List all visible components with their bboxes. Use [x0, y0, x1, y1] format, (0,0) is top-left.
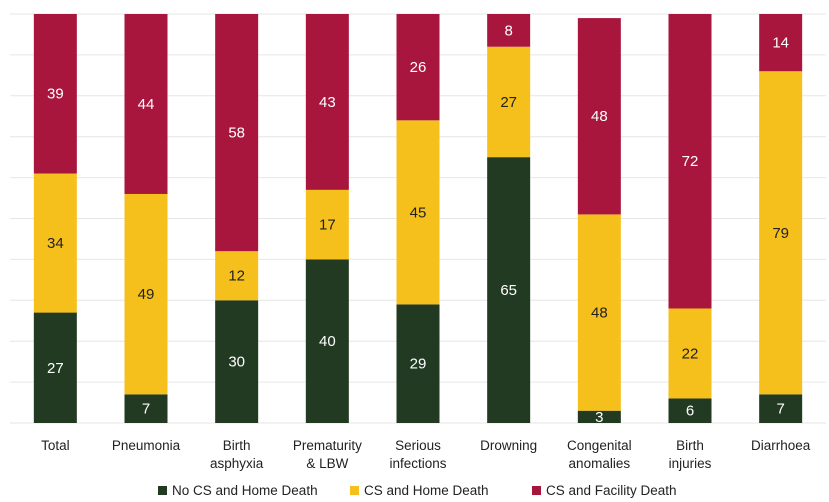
bar-segment [396, 120, 440, 305]
bar-segment [305, 189, 349, 260]
bar-segment [215, 14, 259, 252]
x-axis-tick-labels: Total Pneumonia Birth asphyxia Prematurity & … [41, 438, 811, 471]
data-label: 7 [776, 401, 784, 418]
data-label: 45 [410, 204, 427, 221]
data-label: 26 [410, 59, 427, 76]
x-tick-label: Diarrhoea [751, 438, 811, 453]
bars: 27 34 39 7 49 44 30 12 58 40 17 43 29 45 26 65 27 8 3 48 48 6… [33, 14, 803, 426]
x-tick-label: Total [41, 438, 70, 453]
x-tick-label: Congenital anomalies [567, 438, 632, 471]
legend-label: CS and Home Death [364, 483, 489, 498]
bar-segment [487, 46, 531, 158]
data-label: 22 [682, 345, 699, 362]
data-label: 40 [319, 333, 336, 350]
data-label: 7 [142, 401, 150, 418]
bar-segment [668, 14, 712, 309]
data-label: 72 [682, 153, 699, 170]
legend-label: CS and Facility Death [546, 483, 677, 498]
bar-segment [215, 251, 259, 301]
data-label: 49 [138, 286, 155, 303]
bar-segment [759, 394, 803, 423]
data-label: 34 [47, 235, 64, 252]
data-label: 30 [228, 354, 245, 371]
data-label: 3 [595, 409, 603, 426]
legend-label: No CS and Home Death [172, 483, 318, 498]
data-label: 48 [591, 305, 608, 322]
x-tick-label: Serious infections [389, 438, 446, 471]
data-label: 39 [47, 86, 64, 103]
data-label: 27 [500, 94, 517, 111]
bar-segment [33, 14, 77, 174]
data-label: 6 [686, 403, 694, 420]
bar-segment [668, 308, 712, 399]
bar-segment [215, 300, 259, 423]
bar-segment [577, 410, 621, 423]
bar-segment [305, 259, 349, 423]
bar-segment [487, 157, 531, 423]
data-label: 48 [591, 108, 608, 125]
x-tick-label: Drowning [480, 438, 537, 453]
data-label: 12 [228, 268, 245, 285]
bar-segment [124, 193, 168, 395]
legend-swatch [532, 486, 541, 495]
bar-segment [668, 398, 712, 423]
x-tick-label: Birth asphyxia [210, 438, 264, 471]
bar-segment [33, 173, 77, 313]
bar-segment [396, 304, 440, 423]
bar-segment [759, 14, 803, 72]
data-label: 27 [47, 360, 64, 377]
x-tick-label: Prematurity & LBW [293, 438, 362, 471]
bar-segment [759, 71, 803, 395]
bar-segment [396, 14, 440, 121]
x-tick-label: Pneumonia [112, 438, 181, 453]
legend-swatch [350, 486, 359, 495]
bar-segment [305, 14, 349, 190]
data-label: 65 [500, 282, 517, 299]
bar-segment [487, 14, 531, 47]
legend: No CS and Home Death CS and Home Death CS … [158, 483, 677, 498]
bar-segment [577, 214, 621, 411]
data-label: 44 [138, 96, 155, 113]
bar-segment [124, 394, 168, 423]
data-label: 79 [772, 225, 789, 242]
bar-segment [33, 312, 77, 423]
data-label: 17 [319, 217, 336, 234]
data-label: 8 [504, 22, 512, 39]
data-label: 14 [772, 35, 789, 52]
data-label: 43 [319, 94, 336, 111]
data-label: 29 [410, 356, 427, 373]
bar-segment [577, 18, 621, 215]
x-tick-label: Birth injuries [669, 438, 712, 471]
data-label: 58 [228, 125, 245, 142]
legend-swatch [158, 486, 167, 495]
bar-segment [124, 14, 168, 194]
